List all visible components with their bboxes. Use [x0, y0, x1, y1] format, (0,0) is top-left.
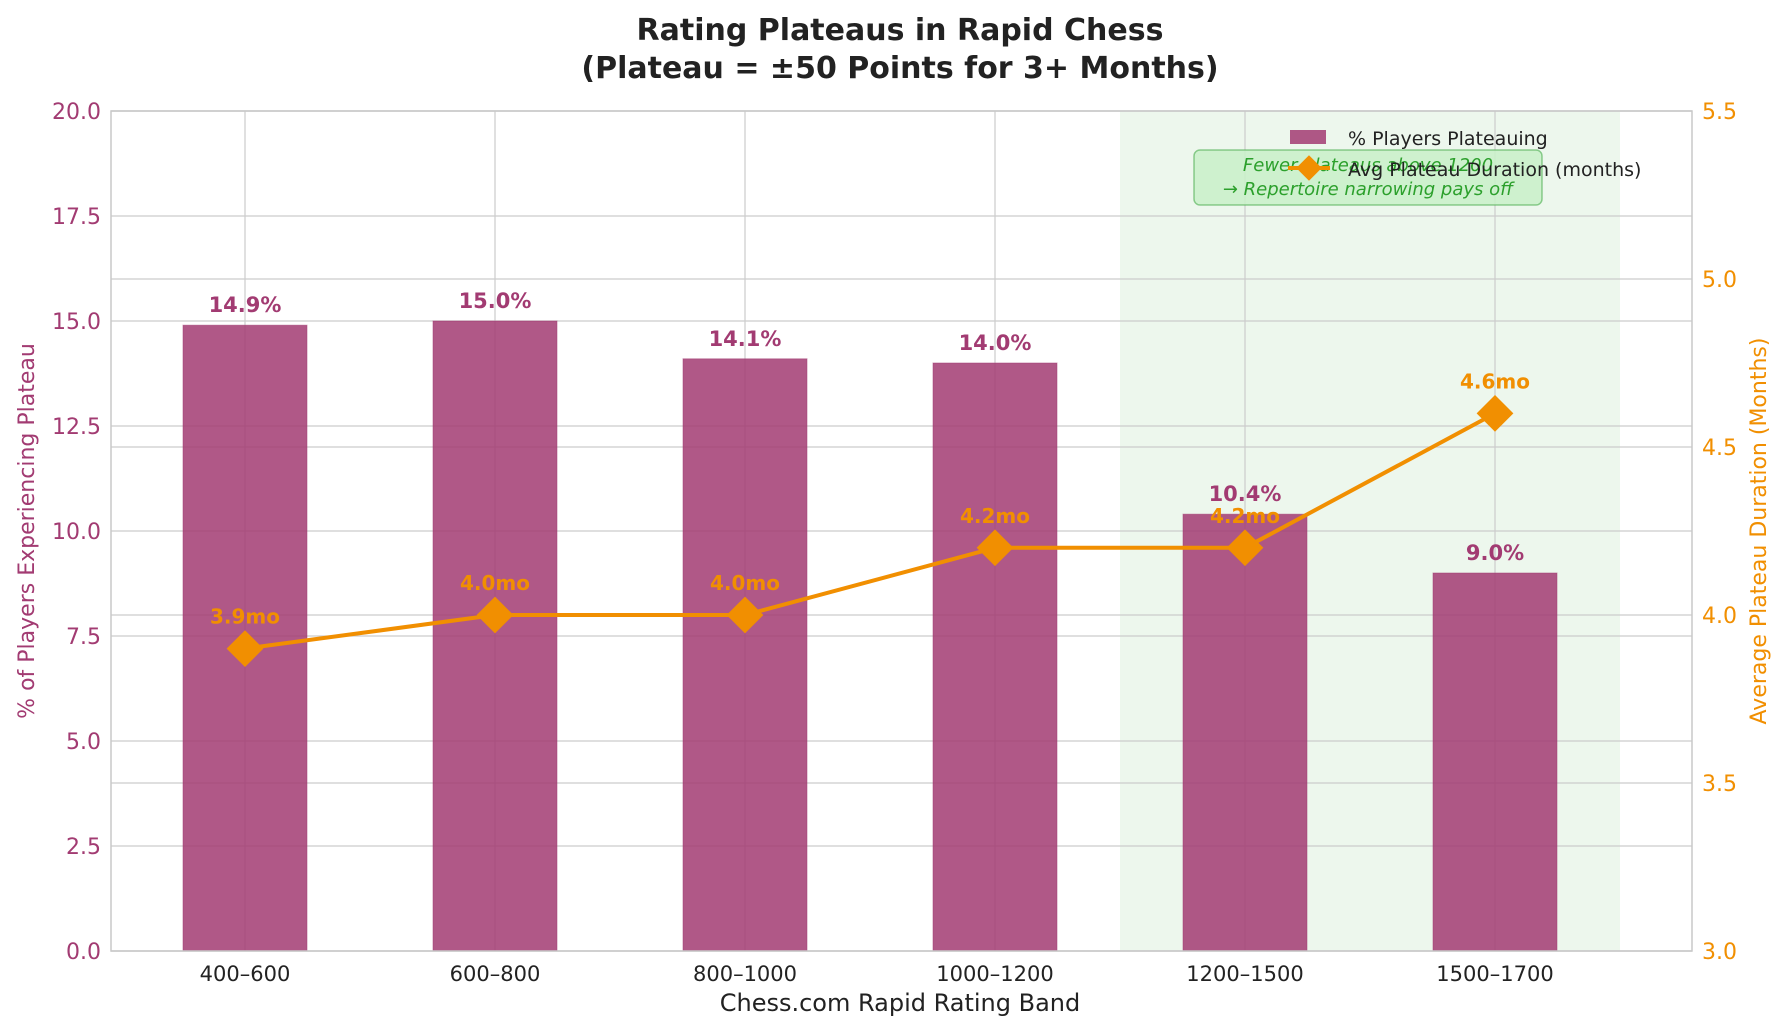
- x-axis-label: Chess.com Rapid Rating Band: [720, 989, 1081, 1017]
- y-tick-label-left: 12.5: [52, 415, 101, 440]
- legend: % Players Plateauing Avg Plateau Duratio…: [1288, 128, 1641, 181]
- duration-series-line: [244, 411, 1496, 651]
- duration-point: [976, 529, 1014, 567]
- bar: [1182, 513, 1308, 952]
- y-tick-label-left: 2.5: [66, 835, 101, 860]
- y-tick-label-right: 5.5: [1702, 100, 1737, 125]
- x-tick-label: 800–1000: [693, 962, 797, 986]
- bar-value-label: 15.0%: [459, 289, 532, 313]
- data-labels: 14.9% 15.0% 14.1% 14.0% 10.4% 9.0% 3.9mo 4.0mo 4…: [209, 289, 1530, 629]
- x-tick-label: 400–600: [200, 962, 291, 986]
- bar: [682, 358, 808, 952]
- y-tick-label-left: 20.0: [52, 100, 101, 125]
- y-tick-label-left: 15.0: [52, 310, 101, 335]
- duration-value-label: 4.2mo: [960, 504, 1030, 528]
- y-tick-label-right: 4.5: [1702, 436, 1737, 461]
- bar-value-label: 14.1%: [709, 327, 782, 351]
- duration-point: [226, 630, 264, 667]
- duration-point: [726, 596, 764, 634]
- x-tick-label: 1500–1700: [1436, 962, 1553, 986]
- y-tick-label-left: 10.0: [52, 520, 101, 545]
- duration-value-label: 4.0mo: [460, 571, 530, 595]
- chart-title: Rating Plateaus in Rapid Chess: [637, 13, 1164, 48]
- duration-value-label: 4.2mo: [1210, 504, 1280, 528]
- legend-label-line: Avg Plateau Duration (months): [1348, 159, 1641, 181]
- chart-subtitle: (Plateau = ±50 Points for 3+ Months): [581, 51, 1218, 86]
- y-tick-label-right: 5.0: [1702, 268, 1737, 293]
- annotation-line-2: → Repertoire narrowing pays off: [1223, 179, 1515, 200]
- duration-point: [476, 596, 514, 634]
- y-tick-label-left: 5.0: [66, 730, 101, 755]
- bar: [932, 362, 1058, 952]
- y-tick-label-right: 3.5: [1702, 772, 1737, 797]
- bar-value-label: 9.0%: [1466, 541, 1524, 565]
- axis-ticks: 0.0 2.5 5.0 7.5 10.0 12.5 15.0 17.5 20.0 3.0 3.5 4.…: [52, 100, 1737, 986]
- y-tick-label-left: 17.5: [52, 205, 101, 230]
- duration-line: [226, 395, 1514, 667]
- duration-value-label: 4.0mo: [710, 571, 780, 595]
- y-tick-label-right: 4.0: [1702, 604, 1737, 629]
- bar-value-label: 14.9%: [209, 293, 282, 317]
- duration-value-label: 4.6mo: [1460, 369, 1530, 393]
- bar: [1432, 572, 1558, 952]
- y-axis-label-right: Average Plateau Duration (Months): [1747, 338, 1772, 725]
- y-tick-label-left: 7.5: [66, 625, 101, 650]
- duration-point: [1226, 529, 1264, 567]
- x-tick-label: 600–800: [450, 962, 541, 986]
- y-axis-label-left: % of Players Experiencing Plateau: [15, 343, 40, 719]
- legend-swatch-bar: [1290, 130, 1326, 144]
- legend-label-bar: % Players Plateauing: [1348, 128, 1548, 150]
- bars: [182, 320, 1558, 952]
- bar-value-label: 10.4%: [1209, 482, 1282, 506]
- duration-point: [1476, 395, 1514, 432]
- bar: [432, 320, 558, 952]
- plot-frame: [110, 110, 1693, 952]
- x-tick-label: 1000–1200: [936, 962, 1053, 986]
- y-tick-label-right: 3.0: [1702, 940, 1737, 965]
- y-tick-label-left: 0.0: [66, 940, 101, 965]
- x-tick-label: 1200–1500: [1186, 962, 1303, 986]
- duration-value-label: 3.9mo: [210, 605, 280, 629]
- bar-value-label: 14.0%: [959, 331, 1032, 355]
